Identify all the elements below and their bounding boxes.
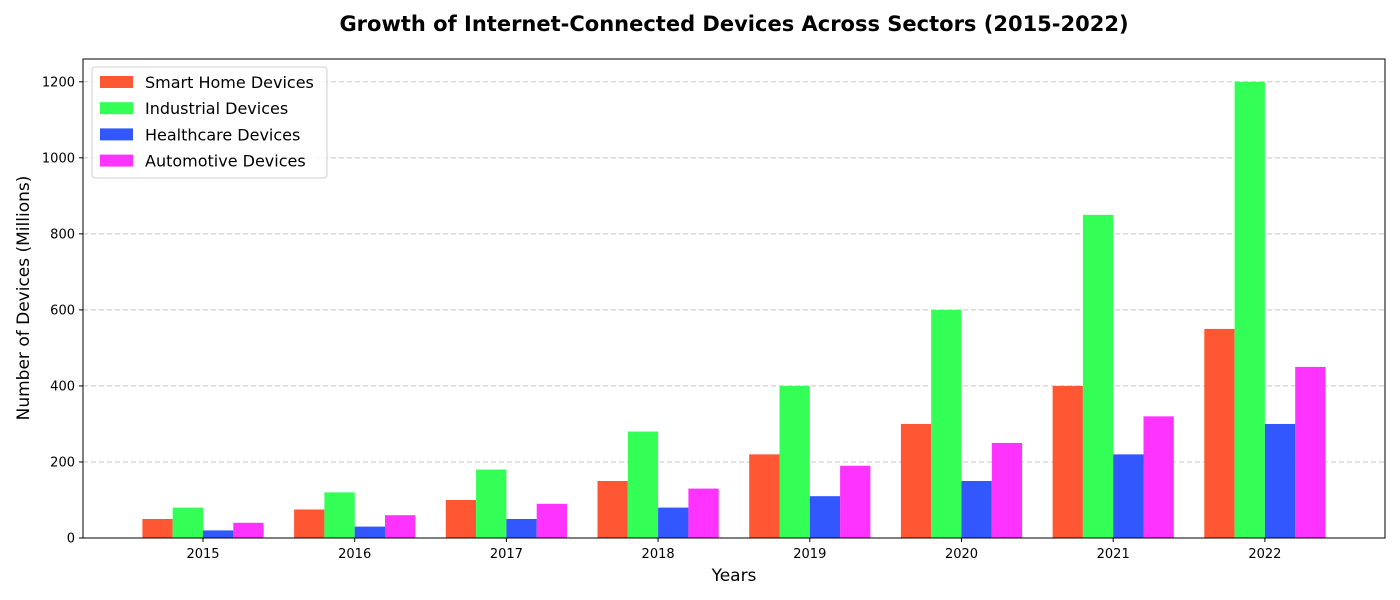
bar-smart-home-devices-2021: [1052, 385, 1083, 538]
bar-automotive-devices-2018: [688, 488, 719, 538]
bar-smart-home-devices-2020: [900, 423, 932, 538]
bar-automotive-devices-2020: [991, 442, 1023, 538]
legend-swatch: [100, 128, 133, 141]
bar-healthcare-devices-2015: [203, 530, 234, 538]
legend-swatch: [100, 154, 133, 167]
y-axis: 0 200 400 600 800 1000 1200: [42, 75, 83, 547]
y-tick-label: 1000: [42, 151, 75, 166]
legend-label: Smart Home Devices: [145, 73, 314, 92]
x-tick-label: 2018: [642, 547, 675, 562]
bar-healthcare-devices-2016: [354, 526, 385, 538]
bar-automotive-devices-2022: [1295, 366, 1326, 538]
legend-swatch: [100, 76, 133, 88]
x-tick-label: 2019: [793, 547, 826, 562]
x-tick-label: 2020: [945, 547, 978, 562]
bar-industrial-devices-2016: [324, 492, 355, 538]
bar-automotive-devices-2021: [1143, 416, 1174, 538]
plot-frame: [82, 58, 1386, 539]
bar-industrial-devices-2017: [476, 469, 507, 538]
x-tick-label: 2022: [1248, 547, 1281, 562]
bar-healthcare-devices-2017: [506, 518, 537, 538]
bar-industrial-devices-2021: [1082, 214, 1114, 538]
legend-label: Healthcare Devices: [145, 125, 300, 144]
x-axis: 2015 2016 2017 2018 2019 2020 2021 2022: [186, 538, 1281, 562]
legend: Smart Home Devices Industrial Devices Heal…: [91, 66, 328, 179]
bar-industrial-devices-2019: [779, 385, 810, 538]
bar-automotive-devices-2019: [840, 465, 871, 538]
y-tick-label: 0: [67, 532, 75, 547]
bar-healthcare-devices-2020: [961, 480, 992, 538]
x-tick-label: 2017: [490, 547, 523, 562]
x-tick-label: 2015: [186, 547, 219, 562]
bar-industrial-devices-2018: [627, 431, 659, 538]
y-tick-label: 200: [50, 455, 75, 470]
bar-healthcare-devices-2021: [1113, 454, 1144, 538]
bar-smart-home-devices-2022: [1204, 328, 1235, 538]
y-tick-label: 400: [50, 379, 75, 394]
legend-box: [91, 66, 328, 179]
legend-label: Automotive Devices: [145, 152, 306, 171]
bar-automotive-devices-2017: [536, 503, 567, 538]
bar-smart-home-devices-2017: [445, 499, 477, 538]
bar-smart-home-devices-2018: [597, 480, 628, 538]
y-tick-label: 1200: [42, 75, 75, 90]
bar-automotive-devices-2015: [233, 522, 264, 538]
bar-healthcare-devices-2018: [658, 507, 689, 538]
bar-healthcare-devices-2019: [809, 496, 841, 538]
bar-smart-home-devices-2016: [294, 509, 325, 538]
y-axis-label: Number of Devices (Millions): [14, 176, 34, 421]
bar-industrial-devices-2020: [931, 309, 962, 538]
y-tick-label: 600: [50, 303, 75, 318]
chart-title: Growth of Internet-Connected Devices Acr…: [339, 12, 1128, 36]
x-axis-label: Years: [711, 566, 757, 586]
x-tick-label: 2021: [1097, 547, 1130, 562]
bar-automotive-devices-2016: [385, 515, 416, 538]
legend-label: Industrial Devices: [145, 99, 288, 118]
x-tick-label: 2016: [338, 547, 371, 562]
bar-healthcare-devices-2022: [1264, 423, 1296, 538]
bar-industrial-devices-2015: [172, 507, 203, 538]
legend-swatch: [100, 102, 133, 115]
bar-industrial-devices-2022: [1234, 81, 1265, 539]
bar-smart-home-devices-2019: [749, 454, 780, 538]
bar-smart-home-devices-2015: [142, 518, 173, 538]
bars: [142, 81, 1326, 539]
y-tick-label: 800: [50, 227, 75, 242]
